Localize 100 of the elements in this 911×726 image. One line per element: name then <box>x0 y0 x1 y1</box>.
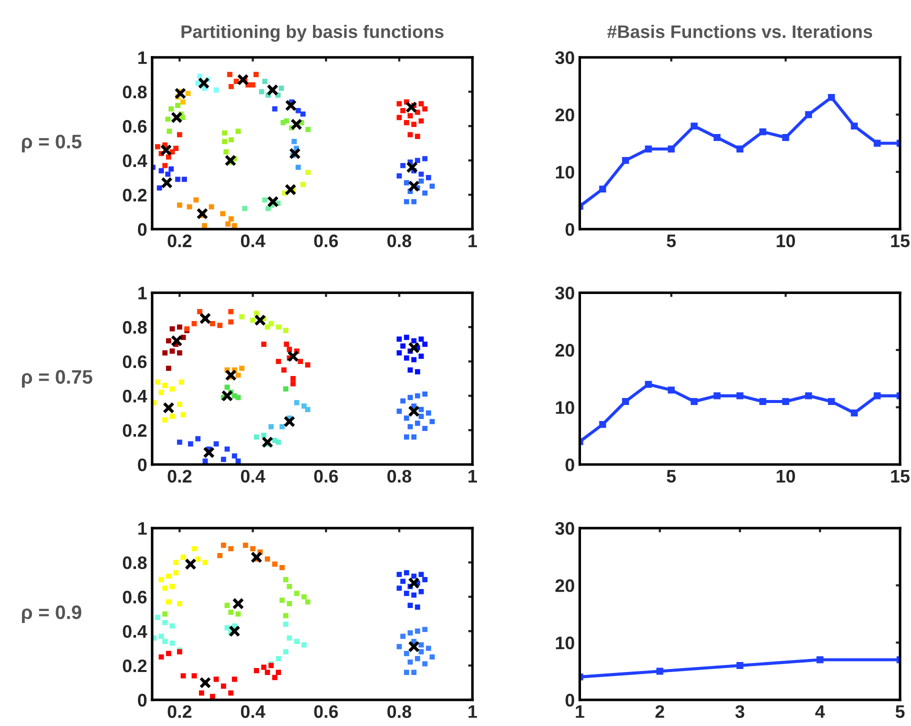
x-tick-label: 0.8 <box>387 705 412 718</box>
point <box>874 392 881 400</box>
point <box>414 369 420 374</box>
point <box>404 670 410 675</box>
point <box>182 176 187 182</box>
point <box>816 656 824 664</box>
point <box>283 649 288 654</box>
y-tick-label: 10 <box>556 401 574 414</box>
point <box>404 650 410 656</box>
point <box>162 162 168 168</box>
y-tick-label: 0.4 <box>122 625 148 638</box>
point <box>278 86 284 91</box>
point <box>228 319 234 325</box>
point <box>422 577 428 582</box>
y-tick-label: 0.8 <box>122 86 147 98</box>
text: ρ = 0.5 <box>22 134 82 152</box>
point <box>404 416 410 421</box>
point <box>228 309 234 314</box>
point <box>805 111 812 118</box>
point <box>668 386 675 394</box>
point <box>156 185 162 191</box>
point <box>158 654 164 660</box>
x-tick-label: 3 <box>735 705 744 718</box>
y-tick-label: 0.4 <box>122 154 148 168</box>
point <box>168 166 174 172</box>
point <box>250 551 262 564</box>
point <box>292 138 297 144</box>
point <box>408 640 420 653</box>
point <box>714 134 721 141</box>
point <box>158 390 164 395</box>
point <box>208 204 214 210</box>
point <box>214 676 219 682</box>
point <box>411 574 416 579</box>
point <box>411 122 416 127</box>
point <box>300 111 306 117</box>
point <box>228 84 234 90</box>
point <box>198 690 204 696</box>
point <box>236 394 241 400</box>
point <box>220 542 226 548</box>
point <box>214 441 219 446</box>
point <box>185 90 191 96</box>
point <box>305 362 310 368</box>
point <box>418 589 424 594</box>
x-tick-label: 5 <box>666 234 676 248</box>
point <box>261 342 266 347</box>
point <box>422 156 428 162</box>
point <box>418 178 424 184</box>
point <box>160 176 173 189</box>
point <box>176 440 182 445</box>
point <box>294 590 300 596</box>
point <box>197 309 202 314</box>
point <box>193 197 199 203</box>
x-tick-label: 0.2 <box>168 470 192 483</box>
x-tick-label: 0.6 <box>314 470 338 483</box>
x-tick-label: 1 <box>576 705 584 718</box>
point <box>279 598 285 603</box>
point <box>258 89 264 94</box>
point <box>220 684 226 689</box>
y-tick-label: 10 <box>556 636 574 650</box>
point <box>288 148 301 160</box>
point <box>400 343 406 349</box>
point <box>404 180 410 186</box>
point <box>276 358 282 364</box>
y-tick-label: 0.8 <box>122 556 147 570</box>
point <box>166 650 172 656</box>
y-tick-label: 0.6 <box>122 120 147 133</box>
point <box>197 74 202 79</box>
point <box>266 206 271 212</box>
y-tick-label: 0 <box>566 458 574 472</box>
point <box>176 402 182 407</box>
point <box>170 326 175 332</box>
point <box>400 162 406 168</box>
point <box>406 161 418 174</box>
point <box>170 112 183 124</box>
point <box>180 412 186 418</box>
point <box>305 406 310 412</box>
point <box>426 410 432 416</box>
point <box>202 446 215 458</box>
point <box>300 182 306 188</box>
point <box>290 381 296 386</box>
point <box>430 184 435 189</box>
point <box>264 556 270 562</box>
point <box>408 367 413 373</box>
point <box>396 101 402 106</box>
point <box>228 690 234 696</box>
point <box>414 393 420 398</box>
y-tick-label: 20 <box>555 344 574 357</box>
point <box>404 355 410 361</box>
point <box>426 646 432 651</box>
point <box>411 592 416 598</box>
point <box>283 386 288 392</box>
point <box>158 577 164 582</box>
point <box>170 640 175 646</box>
point <box>290 376 296 382</box>
x-tick-label: 4 <box>815 705 825 718</box>
point <box>272 106 278 112</box>
point <box>400 398 406 404</box>
point <box>239 366 244 371</box>
y-tick-label: 20 <box>555 579 574 592</box>
point <box>283 416 296 428</box>
